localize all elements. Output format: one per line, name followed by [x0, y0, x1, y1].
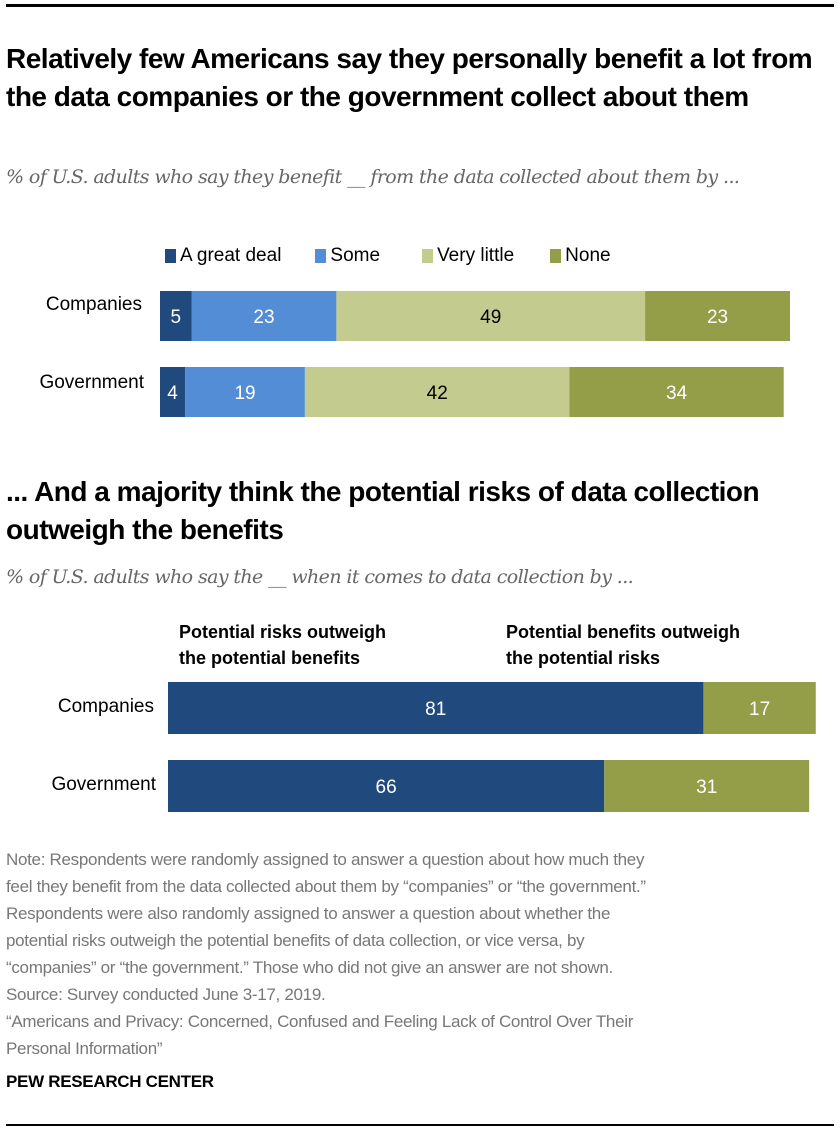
legend-label: Very little [437, 245, 515, 266]
brand-pew-research-center: PEW RESEARCH CENTER [6, 1072, 214, 1091]
note-line: Source: Survey conducted June 3-17, 2019… [6, 985, 326, 1004]
bar-segment [160, 291, 192, 341]
bar-value-label: 5 [170, 307, 181, 328]
legend-swatch [315, 249, 327, 263]
chart1-legend: A great deal Some Very little None [165, 245, 611, 267]
bar-segment [191, 291, 337, 341]
bar-segment [168, 760, 605, 812]
bar-segment [160, 367, 186, 417]
note-line: Respondents were also randomly assigned … [6, 904, 611, 923]
bar-segment [185, 367, 305, 417]
note-line: “companies” or “the government.” Those w… [6, 958, 613, 977]
bar-segment [304, 367, 570, 417]
legend-swatch [422, 249, 434, 263]
legend-swatch [165, 249, 176, 263]
bar-segment [168, 682, 704, 734]
top-rule [6, 4, 834, 7]
bar-segment [604, 760, 810, 812]
note-line: potential risks outweigh the potential b… [6, 931, 585, 950]
bar-segment [569, 367, 784, 417]
bar-segment [336, 291, 646, 341]
legend-item: Very little [422, 245, 514, 267]
bar-value-label: 42 [427, 383, 448, 404]
bar-value-label: 31 [696, 777, 717, 798]
chart1-title: Relatively few Americans say they person… [6, 43, 813, 112]
chart2-column-header-benefits: Potential benefits outweigh the potentia… [506, 619, 740, 671]
notes: Note: Respondents were randomly assigned… [6, 846, 836, 1062]
legend-swatch [550, 249, 562, 263]
chart2-column-header-benefits-line2: the potential risks [506, 648, 661, 668]
chart2-row-label-government: Government [51, 774, 156, 795]
legend-item: None [550, 245, 611, 267]
note-line: Personal Information” [6, 1039, 163, 1058]
chart2-column-header-benefits-line1: Potential benefits outweigh [506, 622, 741, 642]
chart2-title: ... And a majority think the potential r… [6, 476, 760, 545]
chart2-subtitle: % of U.S. adults who say the __ when it … [6, 566, 634, 588]
bar-value-label: 81 [425, 699, 446, 720]
chart2-column-header-risks-line1: Potential risks outweigh [179, 622, 387, 642]
note-line: feel they benefit from the data collecte… [6, 877, 646, 896]
legend-label: A great deal [180, 245, 282, 266]
chart2-column-header-risks: Potential risks outweigh the potential b… [179, 619, 386, 671]
legend-label: None [565, 245, 611, 266]
bar-value-label: 19 [234, 383, 255, 404]
note-line: “Americans and Privacy: Concerned, Confu… [6, 1012, 634, 1031]
bar-value-label: 17 [749, 699, 770, 720]
chart2-row-label-companies: Companies [57, 696, 154, 717]
bar-segment [645, 291, 790, 341]
bar-value-label: 66 [376, 777, 397, 798]
chart2-column-header-risks-line2: the potential benefits [179, 648, 361, 668]
bar-value-label: 4 [167, 383, 178, 404]
legend-item: Some [315, 245, 380, 267]
bar-segment [703, 682, 816, 734]
note-line: Note: Respondents were randomly assigned… [6, 850, 645, 869]
bar-value-label: 23 [253, 307, 274, 328]
legend-label: Some [330, 245, 381, 266]
bar-value-label: 34 [666, 383, 688, 404]
bar-value-label: 49 [480, 307, 501, 328]
bar-value-label: 23 [707, 307, 728, 328]
legend-item: A great deal [165, 245, 281, 267]
chart1-row-label-companies: Companies [45, 294, 142, 315]
chart1-row-label-government: Government [39, 372, 144, 393]
bottom-rule [6, 1124, 834, 1126]
chart1-subtitle: % of U.S. adults who say they benefit __… [6, 166, 740, 188]
